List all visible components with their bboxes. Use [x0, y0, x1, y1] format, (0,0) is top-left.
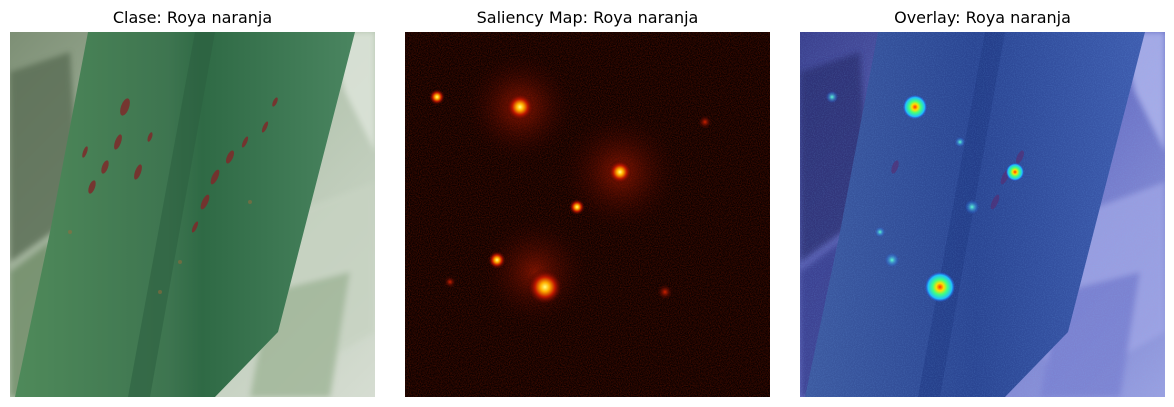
- saliency-heatmap-image: [405, 32, 770, 397]
- panel-title-saliency: Saliency Map: Roya naranja: [476, 8, 699, 27]
- panel-title-overlay: Overlay: Roya naranja: [894, 8, 1071, 27]
- original-leaf-image: [10, 32, 375, 397]
- panel-title-original: Clase: Roya naranja: [112, 8, 273, 27]
- saliency-overlay-image: [800, 32, 1165, 397]
